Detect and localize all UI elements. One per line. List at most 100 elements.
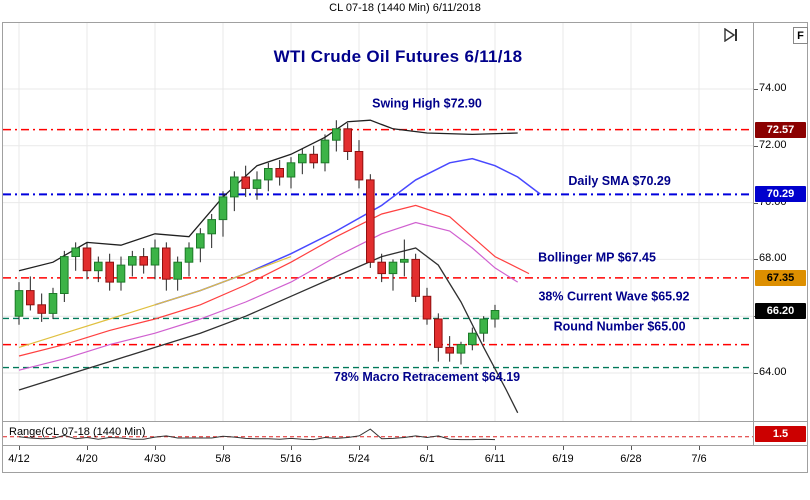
time-axis[interactable]: 4/12 4/20 4/30 5/8 5/16 5/24 6/1 6/11 6/19 6/28 7/… [3,445,807,472]
candle-body [116,264,126,283]
candle [116,256,126,291]
x-tick-label: 5/8 [215,453,231,465]
annotation-label: 78% Macro Retracement $64.19 [334,370,520,384]
candle [479,316,488,342]
candle-body [218,196,228,221]
candle-body [139,256,148,266]
candle [264,162,273,192]
price-plot-svg: Swing High $72.90 Daily SMA $70.29 Bolling… [3,23,753,421]
candle [150,239,160,280]
bollinger-mid-line [18,204,530,357]
candle-body [14,290,24,317]
candle-body [298,153,307,164]
x-tick-mark [426,446,428,450]
x-tick-label: 6/19 [552,453,574,465]
candle-body [71,247,81,257]
candle-body [128,256,137,266]
x-tick-label: 4/12 [8,453,30,465]
candle-body [184,247,194,263]
candle [207,213,216,249]
price-badge: 66.20 [755,302,806,319]
candle-body [309,153,318,164]
candle-body [264,168,273,181]
lower-band-line [18,247,519,414]
x-tick-label: 6/1 [419,453,435,465]
candle-body [162,247,171,280]
skip-forward-icon[interactable] [723,28,739,42]
x-tick-mark [290,446,292,450]
candle-body [241,176,250,189]
price-badge: 70.29 [755,186,806,203]
x-tick-label: 7/6 [691,453,707,465]
candle-body [388,261,398,275]
slow-ma-magenta-line [18,221,519,371]
candle [230,171,239,212]
candle [139,248,148,274]
candle-body [468,332,477,346]
candle [275,160,284,186]
candle-body [332,128,341,141]
candle-body [400,258,409,263]
candle-body [196,233,205,249]
candle [298,148,307,175]
upper-band-line [18,119,518,272]
x-tick-label: 5/24 [348,453,370,465]
x-tick-label: 4/30 [144,453,166,465]
candle [14,282,24,325]
x-tick-mark [154,446,156,450]
y-tick-label: 68.00 [759,252,787,265]
x-tick-mark [222,446,224,450]
chart-frame: Swing High $72.90 Daily SMA $70.29 Bolling… [2,22,808,473]
annotation-label: Bollinger MP $67.45 [538,251,656,265]
candle-body [48,293,58,314]
candle [377,253,386,283]
x-tick-mark [358,446,360,450]
candle [218,191,228,237]
range-line [18,428,496,441]
candle-body [422,295,432,320]
candle-body [82,247,92,272]
candle-body [230,176,239,198]
candle-body [445,346,454,354]
x-tick-mark [19,446,20,450]
candle [309,145,318,169]
candle [71,242,81,271]
candle [82,242,92,280]
annotation-label: Round Number $65.00 [554,319,686,333]
price-badge: 72.57 [755,121,806,138]
candle-body [275,168,284,178]
candle [196,228,205,263]
y-tick-mark [754,89,758,90]
function-box[interactable]: F [793,27,808,44]
candle [94,256,103,283]
candle [445,336,454,362]
candle-body [173,261,182,280]
price-chart[interactable]: Swing High $72.90 Daily SMA $70.29 Bolling… [3,23,753,421]
candle-body [456,344,466,354]
candle-body [343,128,352,153]
candle [252,171,262,200]
candle-body [434,318,443,348]
candle-body [366,179,375,263]
price-axis[interactable]: 74.0072.0070.0068.0066.0064.0072.5770.29… [753,23,807,421]
y-tick-label: 72.00 [759,138,787,151]
x-tick-mark [630,446,632,450]
candle [332,120,341,152]
candle [388,259,398,291]
candle-body [286,162,296,178]
candle [354,140,364,189]
candle-body [479,318,488,334]
candle [173,256,182,291]
y-tick-mark [754,373,758,374]
range-panel[interactable]: Range(CL 07-18 (1440 Min) [3,421,753,445]
candle [422,287,432,325]
candle [456,341,466,365]
annotation-label: Daily SMA $70.29 [568,174,670,188]
candle [37,293,47,322]
price-badge: 67.35 [755,269,806,286]
candle-body [411,258,420,297]
y-tick-label: 74.00 [759,82,787,94]
candle [490,304,500,328]
candle [434,313,443,362]
range-value-badge: 1.5 [755,426,806,442]
